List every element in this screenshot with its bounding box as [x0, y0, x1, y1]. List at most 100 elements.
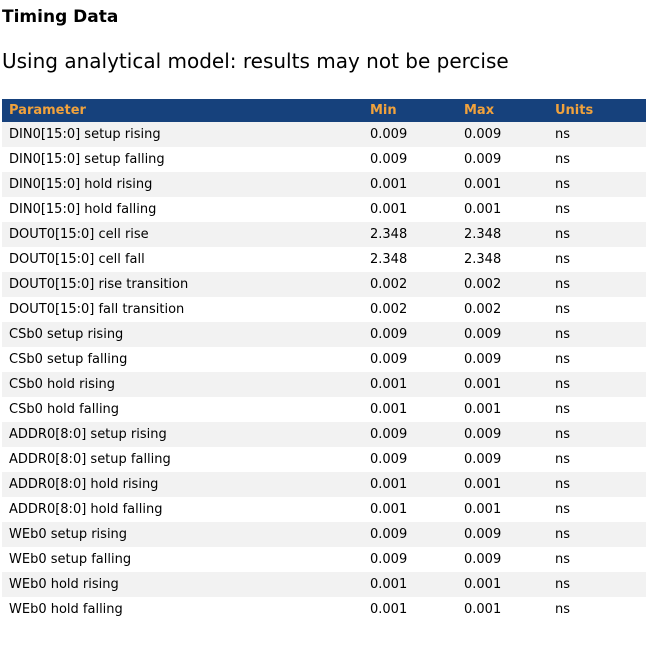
table-row: DIN0[15:0] setup falling 0.009 0.009 ns: [2, 147, 646, 172]
cell-min: 0.009: [370, 352, 408, 367]
cell-units: ns: [555, 477, 571, 492]
cell-max: 0.001: [464, 177, 502, 192]
cell-units: ns: [555, 152, 571, 167]
table-row: CSb0 setup falling 0.009 0.009 ns: [2, 347, 646, 372]
cell-parameter: CSb0 setup falling: [9, 352, 128, 367]
timing-report-page: Timing Data Using analytical model: resu…: [0, 7, 650, 622]
cell-max: 0.002: [464, 277, 502, 292]
cell-min: 0.002: [370, 302, 408, 317]
header-row: Parameter Min Max Units: [2, 99, 646, 122]
cell-max: 0.002: [464, 302, 502, 317]
table-row: WEb0 setup falling 0.009 0.009 ns: [2, 547, 646, 572]
cell-max: 0.001: [464, 602, 502, 617]
cell-min: 0.001: [370, 502, 408, 517]
table-row: DOUT0[15:0] cell fall 2.348 2.348 ns: [2, 247, 646, 272]
column-header-units: Units: [548, 99, 646, 122]
cell-parameter: DIN0[15:0] hold falling: [9, 202, 157, 217]
table-row: DOUT0[15:0] cell rise 2.348 2.348 ns: [2, 222, 646, 247]
table-row: WEb0 setup rising 0.009 0.009 ns: [2, 522, 646, 547]
table-row: DIN0[15:0] setup rising 0.009 0.009 ns: [2, 122, 646, 147]
page-title: Timing Data: [2, 7, 119, 27]
cell-units: ns: [555, 427, 571, 442]
cell-min: 0.001: [370, 477, 408, 492]
table-row: DOUT0[15:0] rise transition 0.002 0.002 ns: [2, 272, 646, 297]
table-row: DOUT0[15:0] fall transition 0.002 0.002 ns: [2, 297, 646, 322]
cell-parameter: ADDR0[8:0] setup rising: [9, 427, 167, 442]
cell-max: 2.348: [464, 252, 502, 267]
cell-units: ns: [555, 377, 571, 392]
cell-parameter: CSb0 hold falling: [9, 402, 120, 417]
cell-min: 0.001: [370, 202, 408, 217]
timing-table-body: DIN0[15:0] setup rising 0.009 0.009 ns DIN0[…: [2, 122, 646, 622]
cell-parameter: ADDR0[8:0] hold rising: [9, 477, 159, 492]
cell-max: 0.009: [464, 152, 502, 167]
cell-units: ns: [555, 527, 571, 542]
table-row: CSb0 setup rising 0.009 0.009 ns: [2, 322, 646, 347]
cell-units: ns: [555, 402, 571, 417]
cell-units: ns: [555, 502, 571, 517]
cell-min: 0.009: [370, 452, 408, 467]
cell-min: 0.001: [370, 602, 408, 617]
cell-max: 0.009: [464, 527, 502, 542]
cell-min: 0.001: [370, 377, 408, 392]
table-row: ADDR0[8:0] hold rising 0.001 0.001 ns: [2, 472, 646, 497]
cell-max: 0.009: [464, 127, 502, 142]
cell-min: 2.348: [370, 227, 408, 242]
cell-parameter: DOUT0[15:0] fall transition: [9, 302, 185, 317]
cell-parameter: DIN0[15:0] hold rising: [9, 177, 153, 192]
cell-units: ns: [555, 602, 571, 617]
cell-parameter: ADDR0[8:0] setup falling: [9, 452, 171, 467]
table-row: CSb0 hold falling 0.001 0.001 ns: [2, 397, 646, 422]
table-row: ADDR0[8:0] hold falling 0.001 0.001 ns: [2, 497, 646, 522]
cell-units: ns: [555, 552, 571, 567]
cell-units: ns: [555, 177, 571, 192]
table-row: CSb0 hold rising 0.001 0.001 ns: [2, 372, 646, 397]
cell-max: 0.009: [464, 427, 502, 442]
cell-parameter: WEb0 hold rising: [9, 577, 119, 592]
cell-units: ns: [555, 277, 571, 292]
cell-min: 0.001: [370, 177, 408, 192]
cell-min: 0.001: [370, 577, 408, 592]
cell-parameter: DOUT0[15:0] rise transition: [9, 277, 189, 292]
cell-parameter: DOUT0[15:0] cell fall: [9, 252, 145, 267]
column-header-max: Max: [457, 99, 548, 122]
cell-max: 0.001: [464, 502, 502, 517]
cell-min: 0.009: [370, 127, 408, 142]
cell-parameter: ADDR0[8:0] hold falling: [9, 502, 163, 517]
cell-units: ns: [555, 127, 571, 142]
cell-parameter: DIN0[15:0] setup rising: [9, 127, 161, 142]
cell-max: 2.348: [464, 227, 502, 242]
timing-data-table: Parameter Min Max Units DIN0[15:0] setup…: [2, 99, 646, 622]
cell-units: ns: [555, 452, 571, 467]
cell-min: 0.001: [370, 402, 408, 417]
cell-parameter: CSb0 setup rising: [9, 327, 124, 342]
cell-units: ns: [555, 327, 571, 342]
table-row: WEb0 hold rising 0.001 0.001 ns: [2, 572, 646, 597]
cell-min: 2.348: [370, 252, 408, 267]
table-row: DIN0[15:0] hold falling 0.001 0.001 ns: [2, 197, 646, 222]
cell-parameter: WEb0 setup rising: [9, 527, 128, 542]
cell-min: 0.009: [370, 552, 408, 567]
cell-parameter: WEb0 hold falling: [9, 602, 123, 617]
cell-max: 0.001: [464, 202, 502, 217]
cell-parameter: DOUT0[15:0] cell rise: [9, 227, 149, 242]
cell-max: 0.009: [464, 552, 502, 567]
cell-units: ns: [555, 302, 571, 317]
column-header-parameter: Parameter: [2, 99, 363, 122]
cell-min: 0.009: [370, 527, 408, 542]
table-row: ADDR0[8:0] setup rising 0.009 0.009 ns: [2, 422, 646, 447]
cell-max: 0.001: [464, 377, 502, 392]
cell-min: 0.009: [370, 152, 408, 167]
cell-min: 0.009: [370, 427, 408, 442]
cell-parameter: WEb0 setup falling: [9, 552, 132, 567]
cell-max: 0.009: [464, 452, 502, 467]
cell-max: 0.001: [464, 402, 502, 417]
cell-min: 0.002: [370, 277, 408, 292]
cell-max: 0.001: [464, 577, 502, 592]
cell-units: ns: [555, 227, 571, 242]
cell-max: 0.009: [464, 352, 502, 367]
cell-max: 0.001: [464, 477, 502, 492]
cell-min: 0.009: [370, 327, 408, 342]
cell-parameter: DIN0[15:0] setup falling: [9, 152, 165, 167]
table-row: WEb0 hold falling 0.001 0.001 ns: [2, 597, 646, 622]
